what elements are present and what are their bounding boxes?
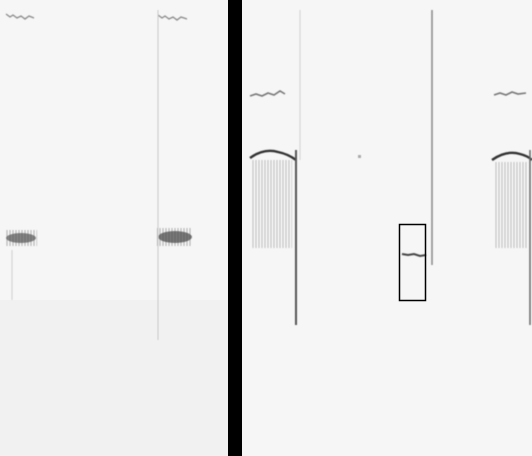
panel-divider — [228, 0, 242, 456]
left-panel-noise — [0, 300, 228, 456]
spectrogram-view — [0, 0, 532, 456]
